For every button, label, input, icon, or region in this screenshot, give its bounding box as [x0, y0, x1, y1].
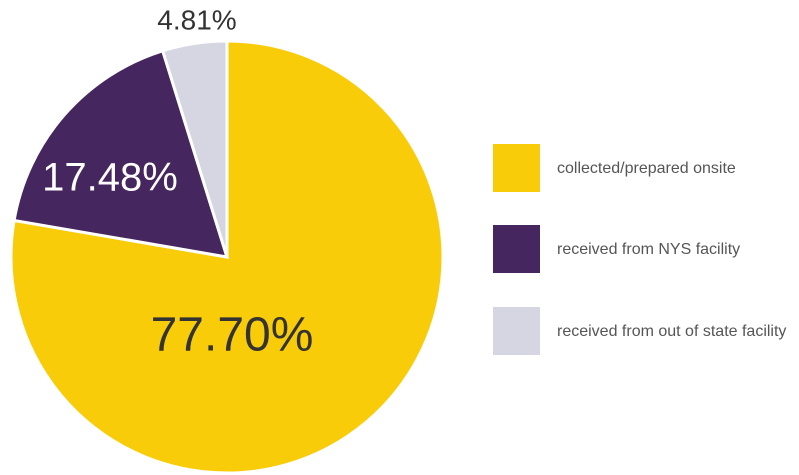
legend-swatch — [493, 307, 540, 355]
pie-slice — [12, 48, 230, 259]
legend-label: received from out of state facility — [557, 322, 787, 340]
legend-label: collected/prepared onsite — [557, 159, 736, 177]
slice-label: 17.48% — [42, 156, 178, 200]
legend-item: received from NYS facility — [493, 225, 797, 273]
legend-swatch — [493, 144, 540, 192]
pie-slice — [160, 39, 229, 258]
legend-item: collected/prepared onsite — [493, 144, 797, 192]
legend-swatch — [493, 225, 540, 273]
legend-item: received from out of state facility — [493, 307, 797, 355]
legend-label: received from NYS facility — [557, 240, 741, 258]
slice-label: 77.70% — [151, 309, 314, 362]
slice-label: 4.81% — [157, 4, 236, 35]
